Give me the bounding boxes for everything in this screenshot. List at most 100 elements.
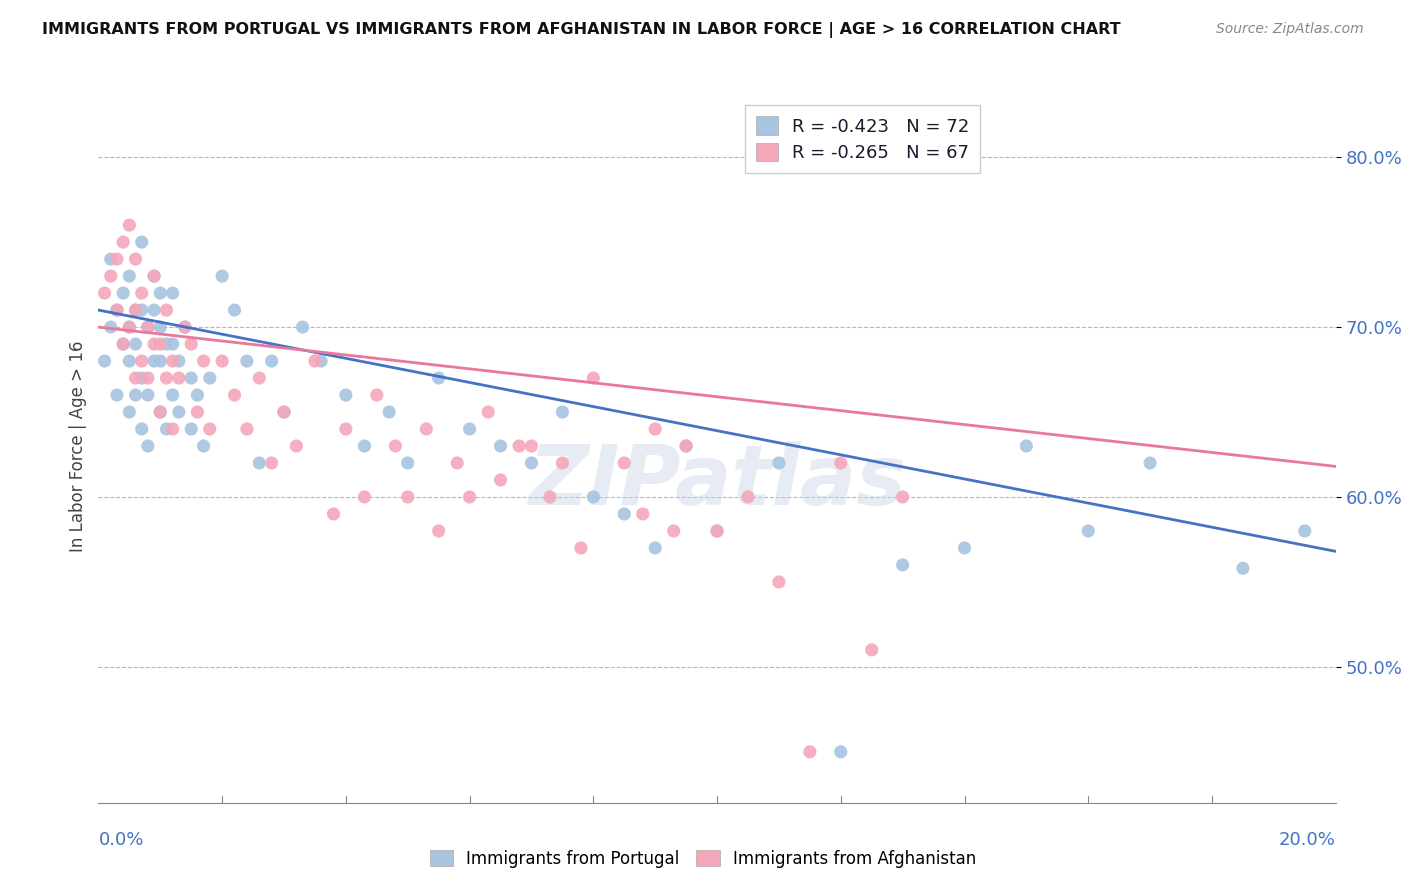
Point [520, 456, 543, 470]
Point [124, 337, 146, 351]
Point [136, 371, 159, 385]
Point [768, 574, 790, 589]
Point [143, 337, 166, 351]
Point [131, 354, 153, 368]
Point [149, 405, 172, 419]
Legend: R = -0.423   N = 72, R = -0.265   N = 67: R = -0.423 N = 72, R = -0.265 N = 67 [745, 105, 980, 173]
Point [582, 371, 605, 385]
Point [162, 422, 184, 436]
Point [799, 745, 821, 759]
Point [149, 405, 172, 419]
Point [124, 388, 146, 402]
Point [489, 439, 512, 453]
Point [224, 303, 246, 318]
Point [112, 235, 135, 249]
Point [322, 507, 344, 521]
Legend: Immigrants from Portugal, Immigrants from Afghanistan: Immigrants from Portugal, Immigrants fro… [423, 844, 983, 875]
Point [162, 354, 184, 368]
Point [508, 439, 530, 453]
Point [131, 286, 153, 301]
Point [162, 286, 184, 301]
Point [136, 388, 159, 402]
Point [1294, 524, 1316, 538]
Point [309, 354, 332, 368]
Point [446, 456, 468, 470]
Point [118, 320, 141, 334]
Point [211, 354, 233, 368]
Point [675, 439, 697, 453]
Point [162, 337, 184, 351]
Point [162, 388, 184, 402]
Text: Source: ZipAtlas.com: Source: ZipAtlas.com [1216, 22, 1364, 37]
Point [100, 320, 122, 334]
Point [136, 320, 159, 334]
Point [112, 286, 135, 301]
Point [136, 320, 159, 334]
Point [1139, 456, 1161, 470]
Point [149, 337, 172, 351]
Point [1077, 524, 1099, 538]
Point [675, 439, 697, 453]
Point [149, 286, 172, 301]
Text: IMMIGRANTS FROM PORTUGAL VS IMMIGRANTS FROM AFGHANISTAN IN LABOR FORCE | AGE > 1: IMMIGRANTS FROM PORTUGAL VS IMMIGRANTS F… [42, 22, 1121, 38]
Point [458, 422, 481, 436]
Point [247, 456, 270, 470]
Point [174, 320, 197, 334]
Point [353, 490, 375, 504]
Point [860, 643, 883, 657]
Point [335, 388, 357, 402]
Point [582, 490, 605, 504]
Point [236, 354, 259, 368]
Point [662, 524, 685, 538]
Point [167, 371, 190, 385]
Text: ZIPatlas: ZIPatlas [529, 442, 905, 522]
Point [198, 371, 221, 385]
Point [118, 354, 141, 368]
Point [415, 422, 437, 436]
Point [273, 405, 295, 419]
Point [155, 303, 177, 318]
Point [1015, 439, 1038, 453]
Point [143, 303, 166, 318]
Point [427, 371, 450, 385]
Point [396, 456, 419, 470]
Point [335, 422, 357, 436]
Point [105, 388, 128, 402]
Text: 20.0%: 20.0% [1279, 831, 1336, 849]
Point [93, 354, 115, 368]
Point [193, 354, 215, 368]
Point [124, 303, 146, 318]
Point [224, 388, 246, 402]
Point [186, 388, 208, 402]
Point [118, 218, 141, 232]
Point [105, 252, 128, 266]
Point [155, 337, 177, 351]
Point [520, 439, 543, 453]
Point [285, 439, 308, 453]
Point [613, 456, 636, 470]
Point [378, 405, 401, 419]
Point [477, 405, 499, 419]
Point [551, 405, 574, 419]
Point [155, 422, 177, 436]
Point [247, 371, 270, 385]
Point [353, 439, 375, 453]
Point [105, 303, 128, 318]
Text: 0.0%: 0.0% [98, 831, 143, 849]
Point [180, 337, 202, 351]
Point [830, 456, 852, 470]
Point [186, 405, 208, 419]
Point [236, 422, 259, 436]
Point [100, 252, 122, 266]
Point [193, 439, 215, 453]
Point [706, 524, 728, 538]
Y-axis label: In Labor Force | Age > 16: In Labor Force | Age > 16 [69, 340, 87, 552]
Point [112, 337, 135, 351]
Point [384, 439, 406, 453]
Point [143, 269, 166, 284]
Point [131, 422, 153, 436]
Point [143, 354, 166, 368]
Point [167, 354, 190, 368]
Point [891, 490, 914, 504]
Point [124, 371, 146, 385]
